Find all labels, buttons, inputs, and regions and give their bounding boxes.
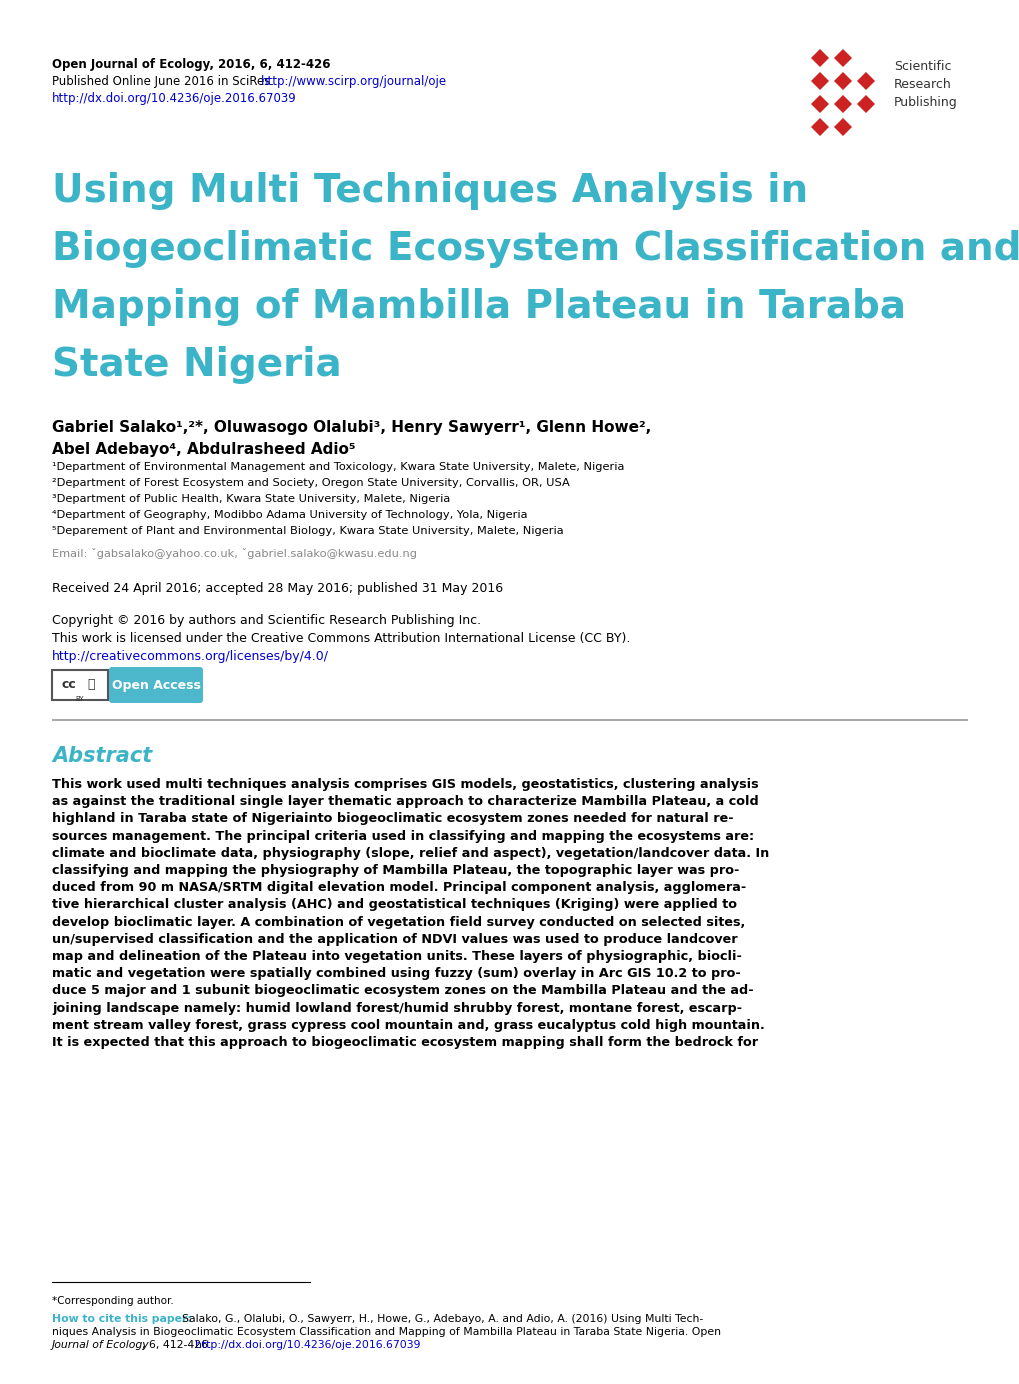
Text: un/supervised classification and the application of NDVI values was used to prod: un/supervised classification and the app… [52,933,737,945]
Text: Journal of Ecology: Journal of Ecology [52,1340,150,1349]
Text: matic and vegetation were spatially combined using fuzzy (sum) overlay in Arc GI: matic and vegetation were spatially comb… [52,967,740,980]
Text: as against the traditional single layer thematic approach to characterize Mambil: as against the traditional single layer … [52,796,758,808]
Text: Gabriel Salako¹,²*, Oluwasogo Olalubi³, Henry Sawyerr¹, Glenn Howe²,: Gabriel Salako¹,²*, Oluwasogo Olalubi³, … [52,419,650,435]
Text: ⁵Deparement of Plant and Environmental Biology, Kwara State University, Malete, : ⁵Deparement of Plant and Environmental B… [52,526,564,536]
Text: How to cite this paper:: How to cite this paper: [52,1313,192,1324]
Polygon shape [809,118,829,137]
Polygon shape [855,71,875,91]
Text: Salako, G., Olalubi, O., Sawyerr, H., Howe, G., Adebayo, A. and Adio, A. (2016) : Salako, G., Olalubi, O., Sawyerr, H., Ho… [181,1313,702,1324]
Text: highland in Taraba state of Nigeriainto biogeoclimatic ecosystem zones needed fo: highland in Taraba state of Nigeriainto … [52,812,733,825]
Text: Biogeoclimatic Ecosystem Classification and: Biogeoclimatic Ecosystem Classification … [52,230,1019,268]
FancyBboxPatch shape [109,667,203,703]
Text: , 6, 412-426.: , 6, 412-426. [142,1340,215,1349]
Text: duce 5 major and 1 subunit biogeoclimatic ecosystem zones on the Mambilla Platea: duce 5 major and 1 subunit biogeoclimati… [52,984,753,998]
Text: State Nigeria: State Nigeria [52,346,341,383]
Text: ¹Department of Environmental Management and Toxicology, Kwara State University, : ¹Department of Environmental Management … [52,462,624,472]
Text: Published Online June 2016 in SciRes.: Published Online June 2016 in SciRes. [52,75,277,89]
FancyBboxPatch shape [52,670,108,700]
Text: sources management. The principal criteria used in classifying and mapping the e: sources management. The principal criter… [52,829,753,843]
Text: Scientific
Research
Publishing: Scientific Research Publishing [893,60,957,109]
Text: joining landscape namely: humid lowland forest/humid shrubby forest, montane for: joining landscape namely: humid lowland … [52,1002,742,1014]
Text: Received 24 April 2016; accepted 28 May 2016; published 31 May 2016: Received 24 April 2016; accepted 28 May … [52,583,502,595]
Text: Open Access: Open Access [111,678,201,692]
Text: http://www.scirp.org/journal/oje: http://www.scirp.org/journal/oje [261,75,446,89]
Polygon shape [809,71,829,91]
Text: http://dx.doi.org/10.4236/oje.2016.67039: http://dx.doi.org/10.4236/oje.2016.67039 [52,91,297,105]
Text: map and delineation of the Plateau into vegetation units. These layers of physio: map and delineation of the Plateau into … [52,949,741,963]
Text: duced from 90 m NASA/SRTM digital elevation model. Principal component analysis,: duced from 90 m NASA/SRTM digital elevat… [52,882,746,894]
Text: *Corresponding author.: *Corresponding author. [52,1295,173,1306]
Polygon shape [833,94,852,113]
Text: climate and bioclimate data, physiography (slope, relief and aspect), vegetation: climate and bioclimate data, physiograph… [52,847,768,859]
Text: niques Analysis in Biogeoclimatic Ecosystem Classification and Mapping of Mambil: niques Analysis in Biogeoclimatic Ecosys… [52,1327,720,1337]
Text: ment stream valley forest, grass cypress cool mountain and, grass eucalyptus col: ment stream valley forest, grass cypress… [52,1019,764,1032]
Text: classifying and mapping the physiography of Mambilla Plateau, the topographic la: classifying and mapping the physiography… [52,864,739,877]
Polygon shape [809,48,829,68]
Text: tive hierarchical cluster analysis (AHC) and geostatistical techniques (Kriging): tive hierarchical cluster analysis (AHC)… [52,898,737,912]
Text: This work used multi techniques analysis comprises GIS models, geostatistics, cl: This work used multi techniques analysis… [52,778,758,792]
Text: develop bioclimatic layer. A combination of vegetation field survey conducted on: develop bioclimatic layer. A combination… [52,916,745,929]
Polygon shape [833,71,852,91]
Text: cc: cc [61,678,76,692]
Text: Open Journal of Ecology, 2016, 6, 412-426: Open Journal of Ecology, 2016, 6, 412-42… [52,58,330,71]
Text: BY: BY [75,696,85,702]
Text: Copyright © 2016 by authors and Scientific Research Publishing Inc.: Copyright © 2016 by authors and Scientif… [52,614,481,627]
Text: http://dx.doi.org/10.4236/oje.2016.67039: http://dx.doi.org/10.4236/oje.2016.67039 [195,1340,420,1349]
Text: ⓘ: ⓘ [88,678,95,692]
Polygon shape [855,94,875,113]
Text: http://creativecommons.org/licenses/by/4.0/: http://creativecommons.org/licenses/by/4… [52,650,329,663]
Text: Using Multi Techniques Analysis in: Using Multi Techniques Analysis in [52,172,807,210]
Text: Abel Adebayo⁴, Abdulrasheed Adio⁵: Abel Adebayo⁴, Abdulrasheed Adio⁵ [52,441,356,457]
Text: ³Department of Public Health, Kwara State University, Malete, Nigeria: ³Department of Public Health, Kwara Stat… [52,494,449,504]
Text: Email: ˇgabsalako@yahoo.co.uk, ˇgabriel.salako@kwasu.edu.ng: Email: ˇgabsalako@yahoo.co.uk, ˇgabriel.… [52,548,417,559]
Polygon shape [833,118,852,137]
Polygon shape [833,48,852,68]
Text: ⁴Department of Geography, Modibbo Adama University of Technology, Yola, Nigeria: ⁴Department of Geography, Modibbo Adama … [52,509,527,520]
Text: Abstract: Abstract [52,746,152,765]
Polygon shape [809,94,829,113]
Text: Mapping of Mambilla Plateau in Taraba: Mapping of Mambilla Plateau in Taraba [52,288,905,327]
Text: This work is licensed under the Creative Commons Attribution International Licen: This work is licensed under the Creative… [52,632,630,645]
Text: ²Department of Forest Ecosystem and Society, Oregon State University, Corvallis,: ²Department of Forest Ecosystem and Soci… [52,477,570,489]
Text: It is expected that this approach to biogeoclimatic ecosystem mapping shall form: It is expected that this approach to bio… [52,1037,757,1049]
